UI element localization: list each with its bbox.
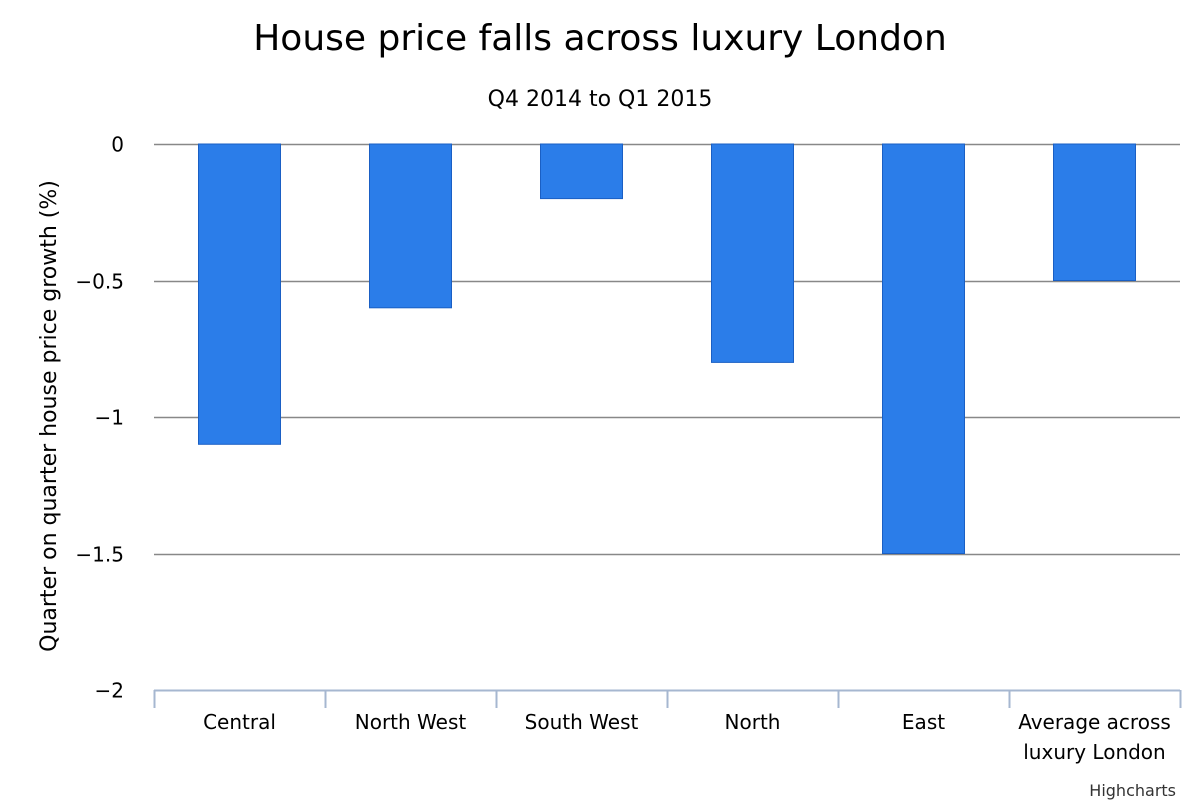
bar[interactable] [882,143,965,554]
bar[interactable] [198,143,281,445]
x-tick-label: Central [203,710,276,734]
bar[interactable] [1053,143,1136,281]
y-tick-label: 0 [111,133,124,157]
x-tick-label: South West [525,710,639,734]
y-tick-label: −2 [95,679,124,703]
x-axis [153,689,1182,708]
y-tick-label: −1.5 [75,543,124,567]
credits-text[interactable]: Highcharts [1089,781,1176,800]
bar[interactable] [711,143,794,363]
y-tick-labels: 0 −0.5 −1 −1.5 −2 [75,133,124,703]
bars [198,143,1136,554]
y-axis-label: Quarter on quarter house price growth (%… [37,180,62,652]
y-tick-label: −0.5 [75,270,124,294]
bar[interactable] [540,143,623,200]
y-tick-label: −1 [95,406,124,430]
bar[interactable] [369,143,452,309]
x-tick-labels: Central North West South West North East Aver… [203,710,1171,764]
chart-subtitle: Q4 2014 to Q1 2015 [488,87,713,112]
x-tick-label: North [725,710,781,734]
x-tick-label: Average across luxury London [1018,710,1171,764]
x-tick-label: North West [355,710,467,734]
chart-title: House price falls across luxury London [253,18,947,59]
x-tick-label: East [902,710,945,734]
grid-lines [154,143,1180,556]
